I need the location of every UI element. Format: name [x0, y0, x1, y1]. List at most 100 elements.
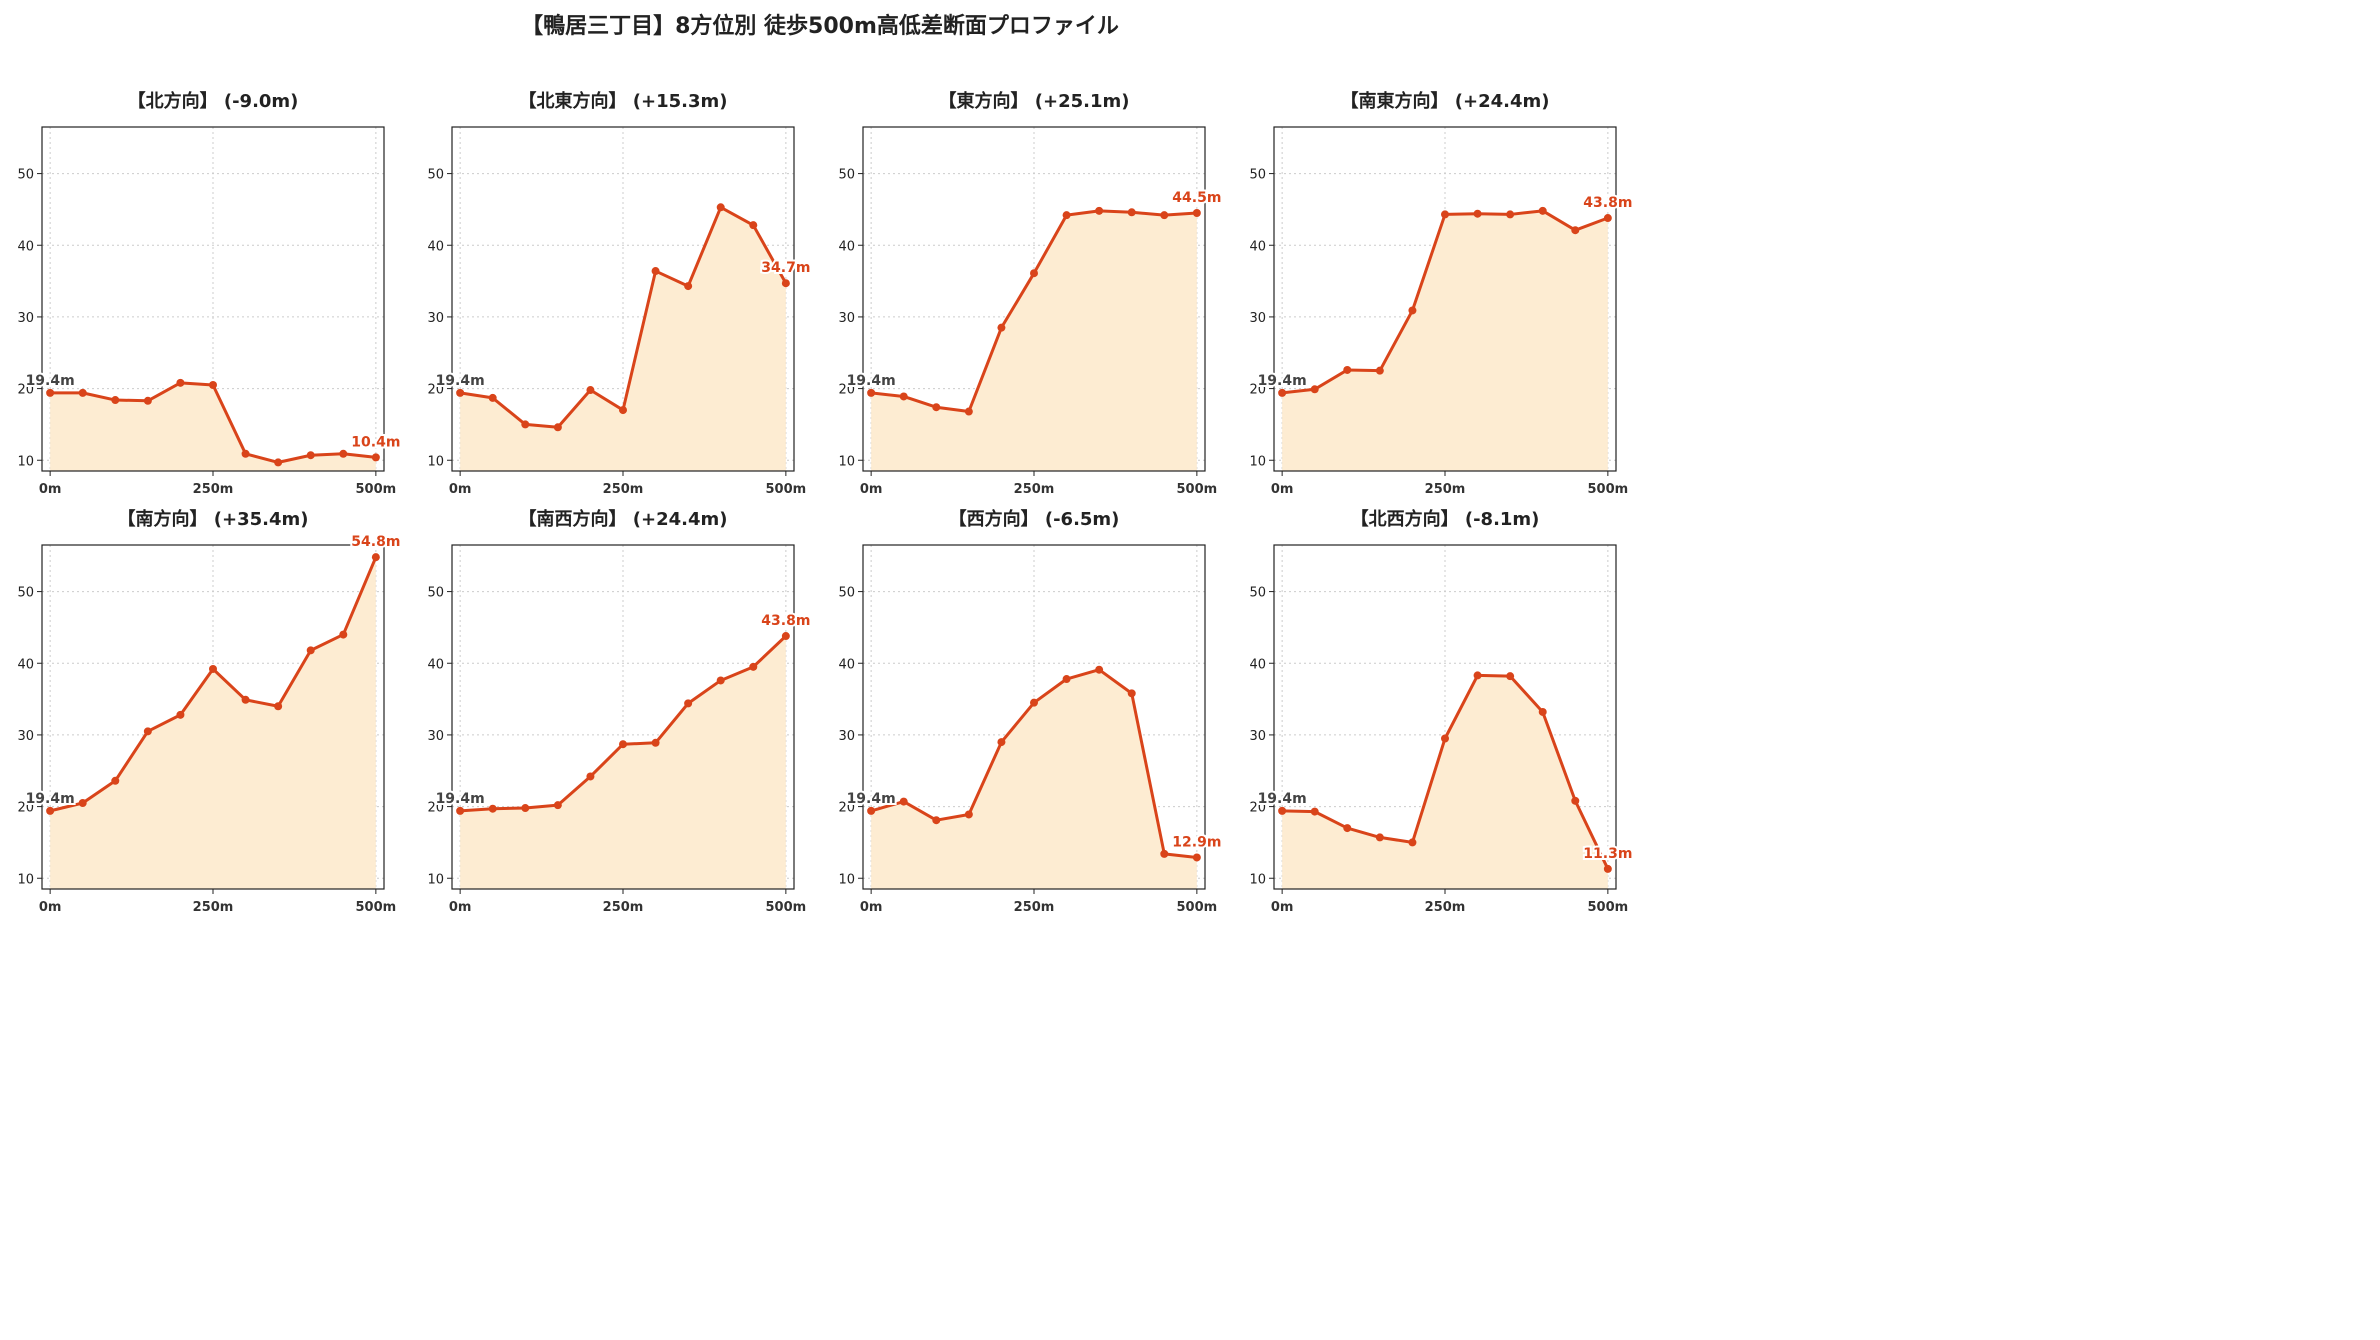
data-point	[586, 772, 595, 781]
data-point	[1192, 209, 1201, 217]
elevation-area	[50, 557, 376, 889]
data-point	[143, 396, 152, 405]
data-point	[488, 804, 497, 813]
y-tick-label: 30	[427, 729, 444, 744]
x-tick-label: 500m	[356, 482, 397, 497]
start-elevation-label: 19.4m	[1258, 373, 1307, 389]
y-tick-label: 40	[1249, 239, 1266, 254]
data-point	[1160, 849, 1169, 858]
x-tick-label: 250m	[193, 900, 234, 915]
y-tick-label: 10	[17, 872, 34, 887]
elevation-area	[871, 669, 1197, 889]
data-point	[716, 676, 725, 685]
data-point	[684, 282, 693, 291]
data-point	[651, 267, 660, 276]
data-point	[78, 799, 87, 807]
elevation-area	[1282, 675, 1608, 889]
y-tick-label: 20	[17, 801, 34, 816]
data-point	[241, 695, 250, 704]
end-elevation-label: 43.8m	[1583, 195, 1632, 211]
data-point	[781, 632, 790, 641]
data-point	[46, 388, 55, 397]
y-tick-label: 20	[838, 801, 855, 816]
elevation-area	[460, 207, 786, 471]
data-point	[553, 801, 562, 810]
panel-title: 【東方向】 (+25.1m)	[939, 90, 1130, 112]
data-point	[749, 662, 758, 671]
y-tick-label: 40	[838, 657, 855, 672]
x-tick-label: 500m	[1177, 900, 1218, 915]
data-point	[964, 810, 973, 819]
end-elevation-label: 12.9m	[1172, 834, 1221, 850]
data-point	[651, 738, 660, 747]
data-point	[143, 727, 152, 736]
data-point	[899, 392, 908, 401]
start-elevation-label: 19.4m	[436, 791, 485, 807]
elevation-area	[1282, 210, 1608, 471]
y-tick-label: 40	[427, 239, 444, 254]
data-point	[1441, 210, 1449, 219]
data-point	[456, 388, 465, 397]
y-tick-label: 10	[17, 454, 34, 469]
y-tick-label: 30	[427, 311, 444, 326]
data-point	[1473, 671, 1482, 680]
data-point	[749, 221, 758, 230]
start-elevation-label: 19.4m	[436, 373, 485, 389]
y-tick-label: 20	[427, 801, 444, 816]
data-point	[1278, 388, 1287, 397]
x-tick-label: 250m	[603, 900, 644, 915]
data-point	[1571, 796, 1580, 805]
y-tick-label: 30	[1249, 729, 1266, 744]
data-point	[1160, 211, 1169, 220]
y-tick-label: 10	[427, 454, 444, 469]
data-point	[1343, 824, 1352, 833]
data-point	[371, 553, 380, 562]
data-point	[1571, 226, 1580, 235]
data-point	[932, 403, 941, 412]
y-tick-label: 40	[17, 239, 34, 254]
y-tick-label: 50	[1249, 168, 1266, 183]
elevation-area	[871, 210, 1197, 471]
data-point	[716, 203, 725, 212]
y-tick-label: 40	[838, 239, 855, 254]
data-point	[867, 806, 876, 815]
data-point	[586, 386, 595, 395]
data-point	[997, 323, 1006, 332]
x-tick-label: 250m	[1014, 482, 1055, 497]
data-point	[899, 797, 908, 806]
data-point	[1408, 838, 1417, 847]
data-point	[111, 396, 120, 405]
start-elevation-label: 19.4m	[847, 373, 896, 389]
data-point	[488, 393, 497, 402]
data-point	[371, 453, 380, 462]
data-point	[1030, 269, 1038, 278]
panel-title: 【北東方向】 (+15.3m)	[519, 90, 728, 112]
y-tick-label: 20	[1249, 801, 1266, 816]
x-tick-label: 250m	[603, 482, 644, 497]
y-tick-label: 50	[838, 586, 855, 601]
y-tick-label: 30	[17, 729, 34, 744]
data-point	[1408, 306, 1417, 315]
data-point	[306, 451, 315, 460]
x-tick-label: 250m	[1425, 482, 1466, 497]
panel-title: 【南東方向】 (+24.4m)	[1341, 90, 1550, 112]
x-tick-label: 250m	[193, 482, 234, 497]
x-tick-label: 0m	[860, 900, 883, 915]
data-point	[1095, 665, 1104, 674]
data-point	[1310, 807, 1319, 816]
data-point	[867, 388, 876, 397]
y-tick-label: 20	[427, 383, 444, 398]
data-point	[1278, 806, 1287, 815]
y-tick-label: 50	[1249, 586, 1266, 601]
data-point	[1603, 864, 1612, 873]
data-point	[456, 806, 465, 815]
data-point	[553, 423, 562, 432]
end-elevation-label: 43.8m	[761, 613, 810, 629]
data-point	[1095, 206, 1104, 215]
data-point	[964, 407, 973, 416]
